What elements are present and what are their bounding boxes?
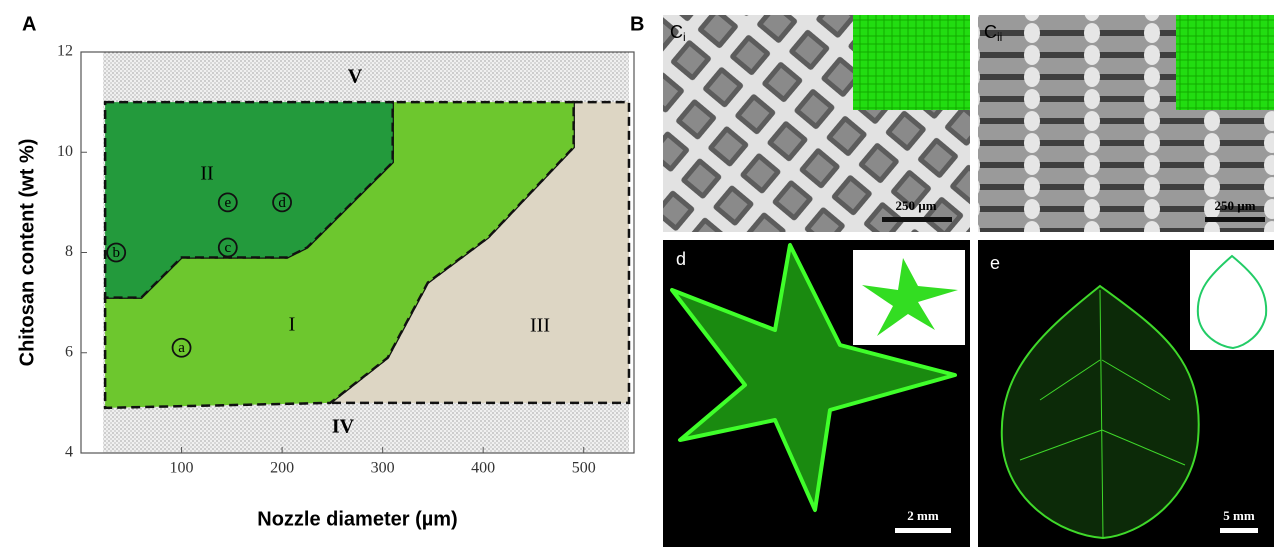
scale-bar [1220,528,1258,533]
image-ci: Ci 250 µm [663,15,970,232]
panel-label: B [630,13,644,35]
inset [1176,15,1274,110]
point-label: d [278,195,286,211]
image-label: e [990,253,1000,273]
region-label: IV [332,416,355,438]
y-tick-label: 12 [57,43,73,60]
inset [853,15,970,110]
x-axis-title: Nozzle diameter (µm) [257,508,457,530]
scale-label: 5 mm [1223,508,1255,523]
scale-label: 2 mm [907,508,939,523]
y-tick-label: 8 [65,243,73,260]
region-label: V [348,66,363,88]
scale-bar [1205,217,1265,222]
region [103,403,629,453]
inset [1190,250,1274,350]
scale-label: 250 µm [895,198,936,213]
point-label: a [178,340,185,356]
image-cii: Cii 250 µm [978,15,1274,232]
point-label: b [112,245,120,261]
scale-bar [895,528,951,533]
figure: A B VIVIIIIIIabcde1002003004005004681012… [0,0,1274,547]
x-tick-label: 500 [572,460,596,477]
scale-label: 250 µm [1214,198,1255,213]
y-axis-title: Chitosan content (wt %) [16,139,38,367]
y-tick-label: 4 [65,444,73,461]
region [103,52,629,102]
image-label: d [676,249,686,269]
image-e: e 5 mm [978,240,1274,547]
point-label: c [224,240,231,256]
point-label: e [224,195,231,211]
region-label: I [289,314,296,336]
y-tick-label: 6 [65,343,73,360]
region-label: II [200,163,213,185]
x-tick-label: 100 [170,460,194,477]
panel-label: A [22,13,36,35]
scale-bar [882,217,952,222]
image-d: d 2 mm [663,240,970,547]
y-tick-label: 10 [57,143,73,160]
x-tick-label: 300 [371,460,395,477]
x-tick-label: 200 [270,460,294,477]
x-tick-label: 400 [471,460,495,477]
region-label: III [530,315,550,337]
